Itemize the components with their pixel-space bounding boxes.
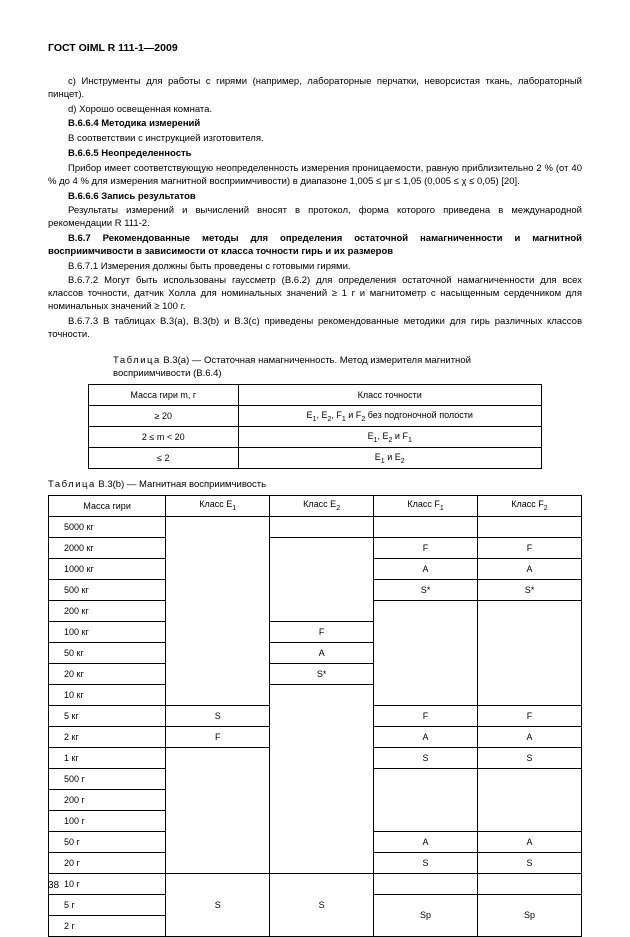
t2-f1 (374, 516, 478, 537)
t2-e2: A (270, 642, 374, 663)
t2-mass: 2 г (49, 915, 166, 936)
table-1: Масса гири m, г Класс точности ≥ 20 Е1, … (88, 384, 542, 469)
t2-f2: F (478, 705, 582, 726)
t2-mass: 2000 кг (49, 537, 166, 558)
t1-r2-class: Е1, Е2 и F1 (238, 427, 541, 448)
t2-e1-blank (166, 747, 270, 873)
t2-mass: 1 кг (49, 747, 166, 768)
t2-f2: S (478, 747, 582, 768)
table-2: Масса гири Класс Е1 Класс Е2 Класс F1 Кл… (48, 495, 582, 937)
t2-mass: 20 г (49, 852, 166, 873)
t2-f2: S (478, 852, 582, 873)
t2-f2-blank (478, 768, 582, 831)
t2-e2: S (270, 873, 374, 936)
heading-667: В.6.7 Рекомендованные методы для определ… (48, 233, 582, 259)
para-c: c) Инструменты для работы с гирями (напр… (48, 76, 582, 102)
t2-head-f1: Класс F1 (374, 495, 478, 516)
t2-f2: Sp (478, 894, 582, 936)
t2-f1: A (374, 726, 478, 747)
t2-mass: 200 кг (49, 600, 166, 621)
t2-mass: 100 г (49, 810, 166, 831)
t2-mass: 5 кг (49, 705, 166, 726)
para-664: В соответствии с инструкцией изготовител… (48, 133, 582, 146)
heading-664: В.6.6.4 Методика измерений (48, 118, 582, 131)
t2-f1: F (374, 537, 478, 558)
t2-f1: S* (374, 579, 478, 600)
t2-f1: S (374, 852, 478, 873)
t1-head-class: Класс точности (238, 385, 541, 406)
para-d: d) Хорошо освещенная комната. (48, 104, 582, 117)
t2-mass: 2 кг (49, 726, 166, 747)
t2-mass: 500 кг (49, 579, 166, 600)
t2-e2 (270, 516, 374, 537)
t2-mass: 200 г (49, 789, 166, 810)
t1-r3-class: Е1 и Е2 (238, 448, 541, 469)
t2-mass: 50 г (49, 831, 166, 852)
t2-f1-blank (374, 768, 478, 831)
t2-f2: A (478, 726, 582, 747)
t2-mass: 100 кг (49, 621, 166, 642)
t2-f2: A (478, 831, 582, 852)
t2-f1-blank (374, 600, 478, 705)
t2-mass: 5000 кг (49, 516, 166, 537)
t2-mass: 10 г (49, 873, 166, 894)
t2-head-e1: Класс Е1 (166, 495, 270, 516)
t2-e2-blank (270, 537, 374, 621)
t2-e2: F (270, 621, 374, 642)
heading-665: В.6.6.5 Неопределенность (48, 148, 582, 161)
t2-mass: 500 г (49, 768, 166, 789)
para-666: Результаты измерений и вычислений вносят… (48, 205, 582, 231)
t1-r3-mass: ≤ 2 (89, 448, 238, 469)
t2-e1: S (166, 873, 270, 936)
t1-r1-mass: ≥ 20 (89, 406, 238, 427)
table2-caption: Таблица В.3(b) — Магнитная восприимчивос… (48, 479, 582, 492)
t2-head-f2: Класс F2 (478, 495, 582, 516)
t2-mass: 10 кг (49, 684, 166, 705)
para-6671: В.6.7.1 Измерения должны быть проведены … (48, 261, 582, 274)
t2-f2-blank (478, 873, 582, 894)
t2-mass: 1000 кг (49, 558, 166, 579)
t2-f2: S* (478, 579, 582, 600)
t1-r1-class: Е1, Е2, F1 и F2 без подгоночной полости (238, 406, 541, 427)
t2-f2: A (478, 558, 582, 579)
t2-f1: F (374, 705, 478, 726)
para-6672: В.6.7.2 Могут быть использованы гауссмет… (48, 275, 582, 313)
t2-e1-blank (166, 516, 270, 705)
doc-header: ГОСТ OIML R 111-1—2009 (48, 42, 582, 54)
para-6673: В.6.7.3 В таблицах В.3(a), В.3(b) и В.3(… (48, 316, 582, 342)
t2-f1: S (374, 747, 478, 768)
t2-e1: F (166, 726, 270, 747)
t1-head-mass: Масса гири m, г (89, 385, 238, 406)
t2-f2-blank (478, 600, 582, 705)
t2-e2-blank (270, 684, 374, 873)
t2-f1: A (374, 831, 478, 852)
t2-f1: A (374, 558, 478, 579)
t2-e2: S* (270, 663, 374, 684)
t2-e1: S (166, 705, 270, 726)
t2-head-e2: Класс Е2 (270, 495, 374, 516)
para-665: Прибор имеет соответствующую неопределен… (48, 163, 582, 189)
page-number: 38 (48, 880, 59, 891)
t2-head-mass: Масса гири (49, 495, 166, 516)
t2-f1-blank (374, 873, 478, 894)
table1-caption: Таблица В.3(a) — Остаточная намагниченно… (113, 355, 532, 381)
heading-666: В.6.6.6 Запись результатов (48, 191, 582, 204)
t1-r2-mass: 2 ≤ m < 20 (89, 427, 238, 448)
t2-f1: Sp (374, 894, 478, 936)
t2-f2 (478, 516, 582, 537)
t2-mass: 50 кг (49, 642, 166, 663)
t2-f2: F (478, 537, 582, 558)
t2-mass: 5 г (49, 894, 166, 915)
t2-mass: 20 кг (49, 663, 166, 684)
